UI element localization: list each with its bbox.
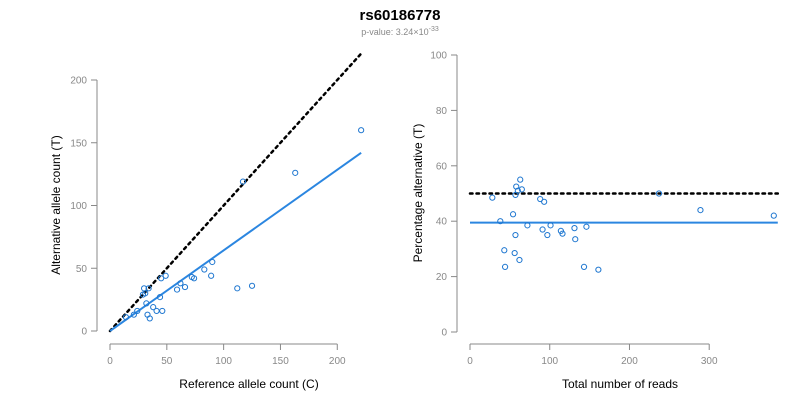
data-point (208, 272, 215, 279)
y-tick-label: 0 (441, 328, 447, 339)
data-point (501, 263, 509, 271)
data-point (509, 211, 517, 218)
data-point (770, 212, 777, 219)
data-point (595, 266, 602, 273)
data-point (122, 314, 130, 321)
data-point (158, 275, 165, 282)
data-point (146, 315, 153, 322)
panel-allele-counts: 0 50 100 150 200 0 50 100 150 200 Reference allele… (49, 52, 365, 391)
data-point (697, 207, 704, 214)
y-tick-label: 0 (81, 327, 87, 338)
data-point (239, 178, 247, 185)
data-point (572, 236, 579, 243)
data-point (524, 222, 531, 229)
data-point (518, 186, 525, 193)
y-tick-label: 40 (436, 217, 448, 228)
data-point (514, 187, 521, 194)
data-point (489, 194, 496, 201)
data-point (234, 285, 241, 292)
y-axis-title: Percentage alternative (T) (411, 124, 425, 263)
y-tick-label: 80 (436, 106, 448, 117)
y-axis-title: Alternative allele count (T) (49, 135, 63, 274)
y-tick-label: 100 (430, 51, 447, 62)
data-point (150, 304, 157, 311)
x-tick-label: 0 (467, 356, 473, 367)
data-point (358, 127, 365, 134)
data-point (539, 226, 546, 233)
subtitle-mantissa: 3.24 (396, 27, 414, 37)
data-point (511, 249, 518, 257)
data-point (583, 223, 590, 230)
chart-subtitle: p-value: 3.24×10-33 (361, 26, 439, 37)
y-tick-label: 60 (436, 161, 448, 172)
x-tick-label: 150 (272, 356, 289, 367)
data-point (655, 190, 663, 197)
chart-title: rs60186778 (360, 7, 441, 24)
data-point (248, 282, 256, 289)
x-tick-label: 100 (541, 356, 558, 367)
data-point (497, 218, 504, 225)
data-point (181, 283, 189, 291)
reference-line (108, 52, 363, 333)
y-tick-label: 200 (70, 76, 87, 87)
x-axis-title: Total number of reads (562, 377, 678, 391)
data-point (501, 247, 508, 254)
fit-line (109, 151, 362, 332)
panel-percentage-alternative: 0 20 40 60 80 100 0 100 200 300 Total number of re… (411, 51, 780, 391)
data-point (177, 280, 184, 287)
x-tick-label: 100 (215, 356, 232, 367)
data-point (162, 272, 169, 279)
data-point (201, 266, 208, 273)
subtitle-base: 10 (419, 27, 429, 37)
data-point (209, 258, 216, 266)
data-point (130, 311, 137, 318)
x-tick-label: 300 (701, 356, 718, 367)
x-tick-label: 200 (621, 356, 638, 367)
data-point (517, 176, 524, 183)
data-point (559, 230, 566, 237)
data-point (145, 285, 152, 292)
y-tick-label: 150 (70, 138, 87, 149)
y-tick-label: 50 (76, 264, 88, 275)
x-axis-title: Reference allele count (C) (179, 377, 318, 391)
data-point (544, 231, 551, 239)
subtitle-prefix: p-value: (361, 27, 396, 37)
data-point (159, 307, 166, 315)
data-point (547, 222, 554, 229)
data-point (571, 225, 578, 232)
x-tick-label: 200 (329, 356, 346, 367)
data-point (153, 307, 160, 315)
subtitle-exponent: -33 (429, 26, 439, 33)
data-point (134, 307, 141, 315)
data-point (512, 231, 519, 239)
y-tick-label: 100 (70, 201, 87, 212)
data-point (143, 300, 150, 307)
x-tick-label: 50 (161, 356, 173, 367)
data-point (156, 294, 164, 301)
data-point (580, 263, 588, 271)
data-point (142, 290, 149, 297)
data-point (173, 286, 181, 293)
data-point (516, 256, 523, 264)
y-tick-label: 20 (436, 272, 448, 283)
data-point (292, 169, 299, 176)
data-point (190, 275, 198, 282)
data-point (541, 198, 548, 205)
subtitle-times: × (413, 27, 418, 37)
x-tick-label: 0 (107, 356, 113, 367)
